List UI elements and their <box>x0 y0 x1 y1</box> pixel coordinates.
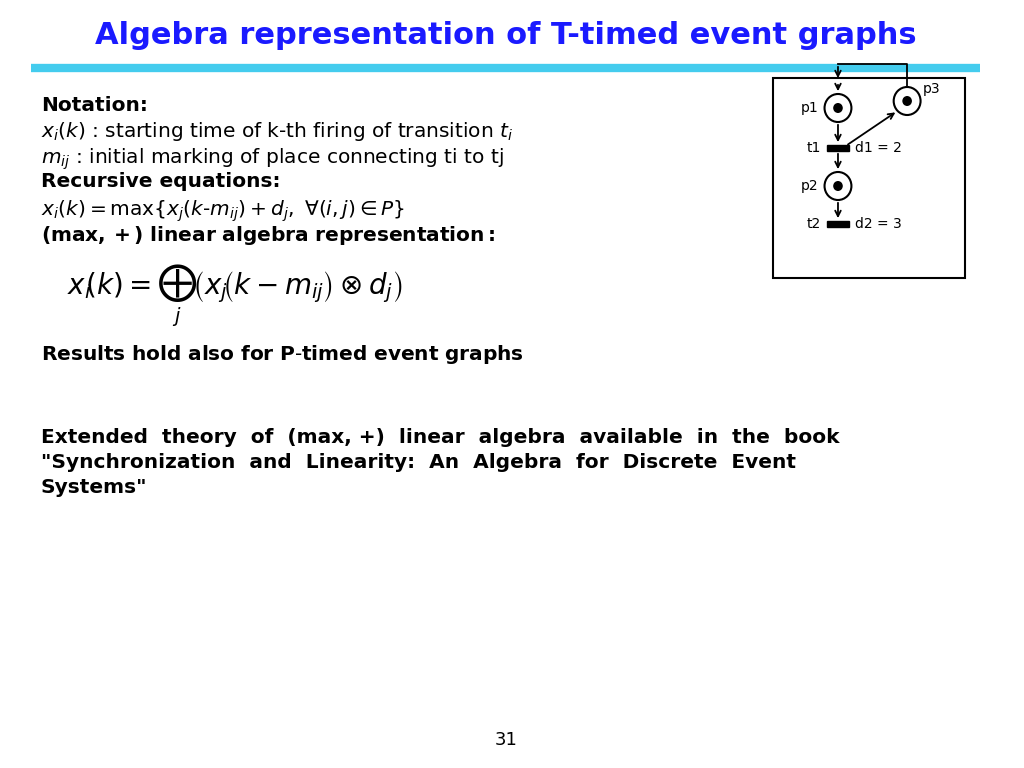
Text: $m_{ij}$ : initial marking of place connecting ti to tj: $m_{ij}$ : initial marking of place conn… <box>41 146 504 171</box>
Text: Recursive equations:: Recursive equations: <box>41 172 281 191</box>
Text: d2 = 3: d2 = 3 <box>855 217 902 231</box>
Text: t1: t1 <box>806 141 820 155</box>
Text: p1: p1 <box>801 101 819 115</box>
Text: $x_i(k) = \mathrm{max}\{x_j(k\text{-}m_{ij})+d_j,\ \forall(i,j)\in P\}$: $x_i(k) = \mathrm{max}\{x_j(k\text{-}m_{… <box>41 198 406 223</box>
Text: Extended  theory  of  (max, +)  linear  algebra  available  in  the  book: Extended theory of (max, +) linear algeb… <box>41 428 840 447</box>
Circle shape <box>902 96 912 106</box>
Text: $\bf{(max, +)\ linear\ algebra\ representation:}$: $\bf{(max, +)\ linear\ algebra\ represen… <box>41 224 496 247</box>
Text: Notation:: Notation: <box>41 96 147 115</box>
Text: $\mathbf{Results\ hold\ also\ for\ P\text{-}timed\ event\ graphs}$: $\mathbf{Results\ hold\ also\ for\ P\tex… <box>41 343 524 366</box>
Text: t2: t2 <box>807 217 820 231</box>
Text: $x_i(k)$ : starting time of k-th firing of transition $t_i$: $x_i(k)$ : starting time of k-th firing … <box>41 120 513 143</box>
Text: Systems": Systems" <box>41 478 147 497</box>
Circle shape <box>834 103 843 113</box>
Circle shape <box>824 94 851 122</box>
Bar <box>827 221 849 227</box>
Circle shape <box>824 172 851 200</box>
Text: Algebra representation of T-timed event graphs: Algebra representation of T-timed event … <box>95 22 916 51</box>
Bar <box>773 78 965 278</box>
Text: "Synchronization  and  Linearity:  An  Algebra  for  Discrete  Event: "Synchronization and Linearity: An Algeb… <box>41 453 796 472</box>
Text: p2: p2 <box>801 179 819 193</box>
Text: p3: p3 <box>923 82 940 96</box>
Circle shape <box>834 181 843 191</box>
Text: d1 = 2: d1 = 2 <box>855 141 902 155</box>
Text: 31: 31 <box>495 731 517 749</box>
Circle shape <box>894 87 921 115</box>
Bar <box>827 145 849 151</box>
Text: $x_i\!\left(k\right)=\underset{j}{\bigoplus}\!\left(x_j\!\left(k-m_{ij}\right)\o: $x_i\!\left(k\right)=\underset{j}{\bigop… <box>67 263 402 329</box>
